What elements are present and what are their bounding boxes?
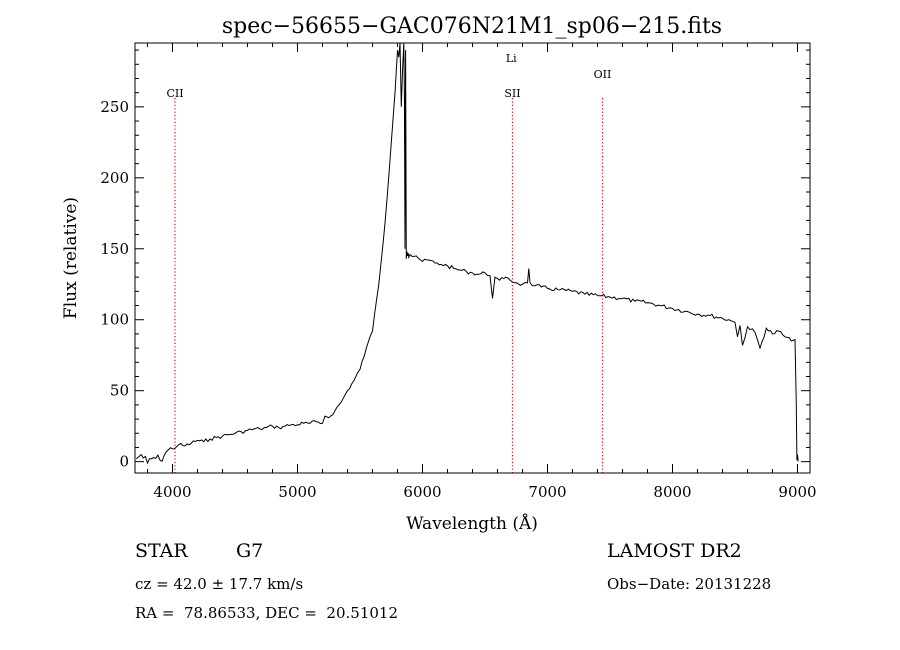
y-tick-label: 150 xyxy=(100,240,129,258)
x-tick-label: 9000 xyxy=(778,483,816,501)
x-tick-label: 8000 xyxy=(653,483,691,501)
observation-date: Obs−Date: 20131228 xyxy=(607,575,772,593)
line-label-oii: OII xyxy=(594,68,612,81)
redshift-value: cz = 42.0 ± 17.7 km/s xyxy=(135,575,304,593)
spectrum-line xyxy=(135,42,799,465)
x-axis-label: Wavelength (Å) xyxy=(406,513,538,534)
line-label-sii: SII xyxy=(504,87,520,100)
spectral-line-markers: CII SII Li OII xyxy=(166,52,611,473)
x-tick-label: 6000 xyxy=(403,483,441,501)
y-axis-label: Flux (relative) xyxy=(61,197,81,319)
y-tick-label: 50 xyxy=(110,382,129,400)
object-class: STAR xyxy=(135,540,188,562)
coordinates: RA = 78.86533, DEC = 20.51012 xyxy=(135,604,399,622)
line-label-li: Li xyxy=(506,52,517,65)
chart-title: spec−56655−GAC076N21M1_sp06−215.fits xyxy=(222,14,722,39)
y-tick-label: 200 xyxy=(100,169,129,187)
survey-name: LAMOST DR2 xyxy=(607,540,742,562)
x-tick-label: 5000 xyxy=(278,483,316,501)
y-tick-label: 0 xyxy=(119,453,129,471)
axis-ticks: 4000 5000 6000 7000 8000 9000 0 50 100 150 200 250 xyxy=(100,43,817,501)
x-tick-label: 4000 xyxy=(153,483,191,501)
y-tick-label: 250 xyxy=(100,98,129,116)
x-tick-label: 7000 xyxy=(528,483,566,501)
y-tick-label: 100 xyxy=(100,311,129,329)
object-subclass: G7 xyxy=(236,540,264,562)
plot-frame xyxy=(134,42,811,474)
line-label-cii: CII xyxy=(166,87,183,100)
